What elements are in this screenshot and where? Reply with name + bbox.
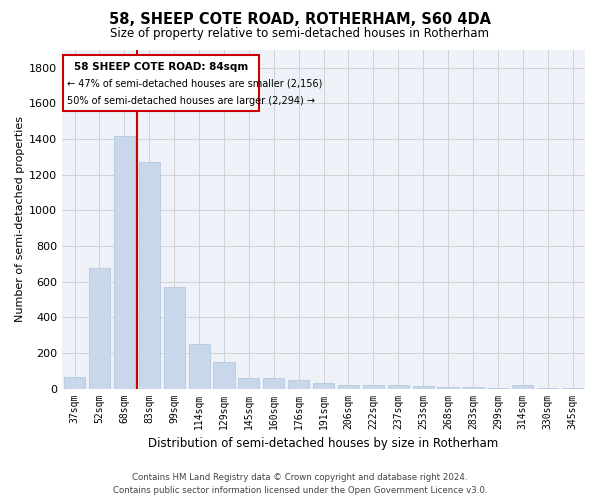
Bar xyxy=(89,268,110,388)
Bar xyxy=(139,162,160,388)
Bar xyxy=(413,386,434,388)
Bar xyxy=(437,387,458,388)
Bar xyxy=(463,387,484,388)
X-axis label: Distribution of semi-detached houses by size in Rotherham: Distribution of semi-detached houses by … xyxy=(148,437,499,450)
Bar xyxy=(512,386,533,388)
Bar xyxy=(114,136,135,388)
Text: 58 SHEEP COTE ROAD: 84sqm: 58 SHEEP COTE ROAD: 84sqm xyxy=(74,62,248,72)
Bar xyxy=(313,383,334,388)
Bar xyxy=(64,377,85,388)
Bar xyxy=(388,386,409,388)
Bar xyxy=(64,56,259,110)
Bar xyxy=(238,378,259,388)
Bar xyxy=(188,344,209,389)
Bar xyxy=(263,378,284,388)
Text: Contains HM Land Registry data © Crown copyright and database right 2024.
Contai: Contains HM Land Registry data © Crown c… xyxy=(113,474,487,495)
Bar xyxy=(214,362,235,388)
Text: ← 47% of semi-detached houses are smaller (2,156): ← 47% of semi-detached houses are smalle… xyxy=(67,78,323,88)
Text: Size of property relative to semi-detached houses in Rotherham: Size of property relative to semi-detach… xyxy=(110,28,490,40)
Y-axis label: Number of semi-detached properties: Number of semi-detached properties xyxy=(15,116,25,322)
Text: 58, SHEEP COTE ROAD, ROTHERHAM, S60 4DA: 58, SHEEP COTE ROAD, ROTHERHAM, S60 4DA xyxy=(109,12,491,28)
Bar xyxy=(164,287,185,388)
Bar xyxy=(338,384,359,388)
Text: 50% of semi-detached houses are larger (2,294) →: 50% of semi-detached houses are larger (… xyxy=(67,96,315,106)
Bar xyxy=(288,380,309,388)
Bar xyxy=(363,384,384,388)
